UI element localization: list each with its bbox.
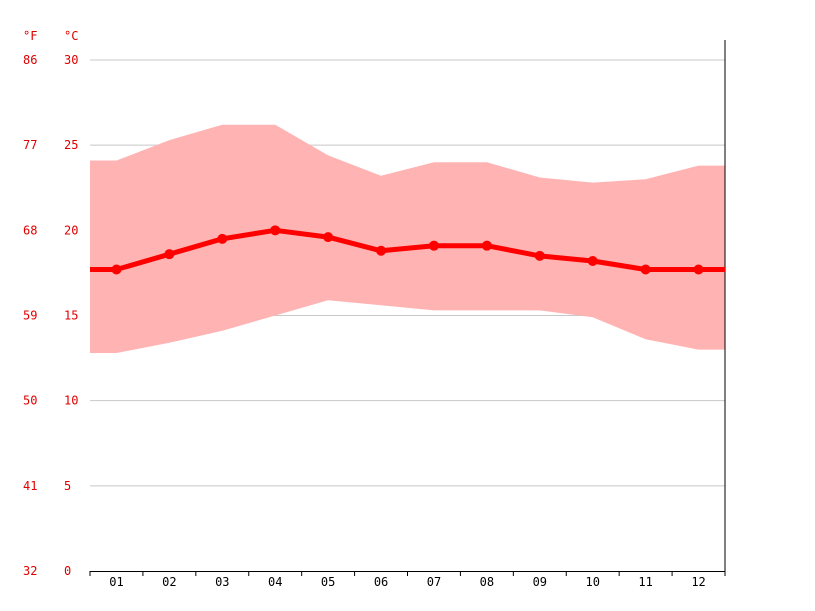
mean-point-03 bbox=[217, 233, 228, 244]
mean-point-10 bbox=[587, 255, 598, 266]
mean-point-12 bbox=[693, 264, 704, 275]
celsius-unit-label: °C bbox=[64, 29, 78, 43]
y-tick-label-c: 15 bbox=[64, 309, 78, 323]
x-tick-label: 10 bbox=[585, 575, 599, 589]
mean-point-01 bbox=[111, 264, 122, 275]
y-tick-label-f: 32 bbox=[23, 564, 37, 578]
y-tick-label-c: 25 bbox=[64, 138, 78, 152]
y-tick-label-f: 50 bbox=[23, 394, 37, 408]
y-tick-label-c: 20 bbox=[64, 223, 78, 237]
mean-temperature-points bbox=[111, 225, 704, 275]
x-axis-labels: 01 02 03 04 05 06 07 08 09 10 11 12 bbox=[109, 575, 706, 589]
mean-point-02 bbox=[164, 249, 175, 260]
x-tick-label: 03 bbox=[215, 575, 229, 589]
axes bbox=[89, 40, 726, 576]
mean-point-04 bbox=[270, 225, 281, 236]
x-tick-label: 08 bbox=[480, 575, 494, 589]
x-tick-label: 09 bbox=[533, 575, 547, 589]
y-tick-label-c: 0 bbox=[64, 564, 71, 578]
mean-point-08 bbox=[481, 240, 492, 251]
y-tick-label-f: 68 bbox=[23, 223, 37, 237]
y-tick-label-f: 59 bbox=[23, 309, 37, 323]
x-tick-label: 07 bbox=[427, 575, 441, 589]
x-tick-label: 04 bbox=[268, 575, 282, 589]
mean-point-05 bbox=[323, 232, 334, 243]
fahrenheit-unit-label: °F bbox=[23, 29, 37, 43]
x-tick-label: 05 bbox=[321, 575, 335, 589]
y-axis-labels: °F °C 32 0 41 5 50 10 59 15 68 20 77 25 86 30 bbox=[23, 29, 78, 578]
x-tick-label: 11 bbox=[638, 575, 652, 589]
mean-point-11 bbox=[640, 264, 651, 275]
x-tick-label: 12 bbox=[691, 575, 705, 589]
mean-temperature-line bbox=[90, 227, 725, 272]
mean-point-06 bbox=[376, 245, 387, 256]
y-tick-label-c: 10 bbox=[64, 394, 78, 408]
x-tick-label: 02 bbox=[162, 575, 176, 589]
x-tick-label: 06 bbox=[374, 575, 388, 589]
x-tick-label: 01 bbox=[109, 575, 123, 589]
temperature-range-band bbox=[90, 124, 725, 353]
y-tick-label-c: 30 bbox=[64, 53, 78, 67]
y-tick-label-f: 86 bbox=[23, 53, 37, 67]
mean-point-07 bbox=[428, 240, 439, 251]
y-tick-label-f: 41 bbox=[23, 479, 37, 493]
mean-point-09 bbox=[534, 250, 545, 261]
y-tick-label-f: 77 bbox=[23, 138, 37, 152]
y-tick-label-c: 5 bbox=[64, 479, 71, 493]
